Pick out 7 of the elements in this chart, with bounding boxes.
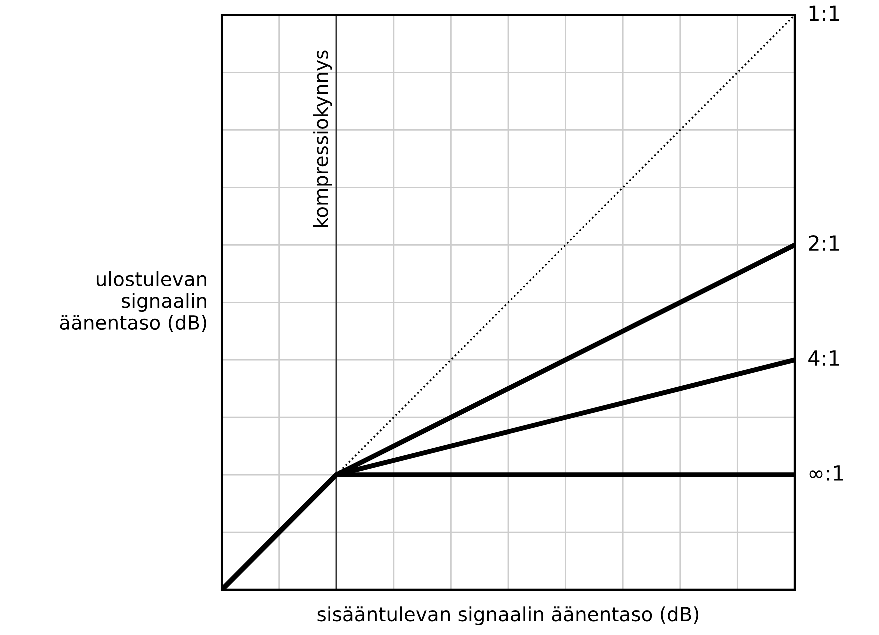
series-label: 4:1 xyxy=(808,350,840,366)
series-label: 2:1 xyxy=(809,235,840,251)
y-axis-title: ulostulevan signaalin äänentaso (dB) xyxy=(60,271,206,332)
x-axis-title: sisääntulevan signaalin äänentaso (dB) xyxy=(318,606,699,626)
series-label: 1:1 xyxy=(810,6,840,22)
text: kompressiokynnys xyxy=(313,50,332,228)
series-label: ∞:1 xyxy=(810,466,844,481)
